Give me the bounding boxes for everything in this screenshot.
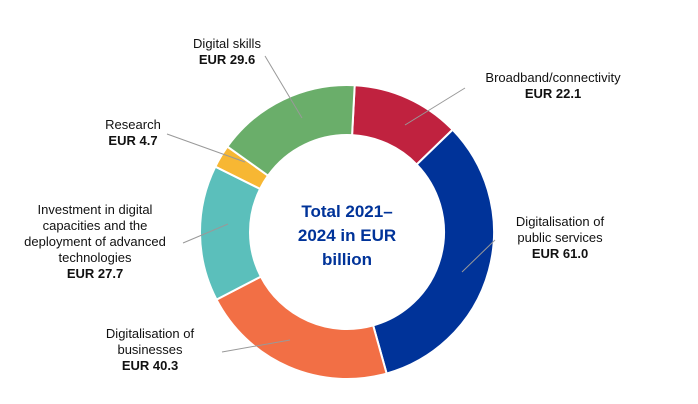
value-label: EUR 61.0 (531, 246, 589, 261)
category-label: Digital skills (193, 36, 261, 51)
segment-label: Digitalisation of businesses EUR 40.3 (90, 326, 210, 374)
category-label: Investment in digital capacities and the… (24, 202, 166, 265)
value-label: EUR 4.7 (108, 133, 158, 148)
segment-label: Digital skills EUR 29.6 (177, 36, 277, 68)
leader-line (182, 223, 229, 244)
donut-segment (225, 84, 356, 178)
center-label: Total 2021–2024 in EUR billion (297, 202, 397, 269)
segment-label: Digitalisation of public services EUR 61.… (505, 214, 615, 262)
segment-label: Research EUR 4.7 (88, 117, 178, 149)
segment-label: Investment in digital capacities and the… (13, 202, 178, 282)
segment-label: Broadband/connectivity EUR 22.1 (468, 70, 638, 102)
value-label: EUR 27.7 (66, 266, 124, 281)
value-label: EUR 29.6 (198, 52, 256, 67)
donut-segment (199, 165, 263, 301)
value-label: EUR 40.3 (121, 358, 179, 373)
leader-line (461, 239, 496, 273)
leader-line (264, 55, 303, 119)
category-label: Digitalisation of public services (515, 214, 605, 245)
donut-segment (215, 275, 388, 380)
leader-line (404, 87, 466, 126)
leader-line (221, 339, 291, 353)
category-label: Broadband/connectivity (485, 70, 621, 85)
leader-line (166, 133, 246, 163)
category-label: Digitalisation of businesses (105, 326, 195, 357)
value-label: EUR 22.1 (524, 86, 582, 101)
donut-segment (371, 128, 495, 375)
category-label: Research (105, 117, 161, 132)
